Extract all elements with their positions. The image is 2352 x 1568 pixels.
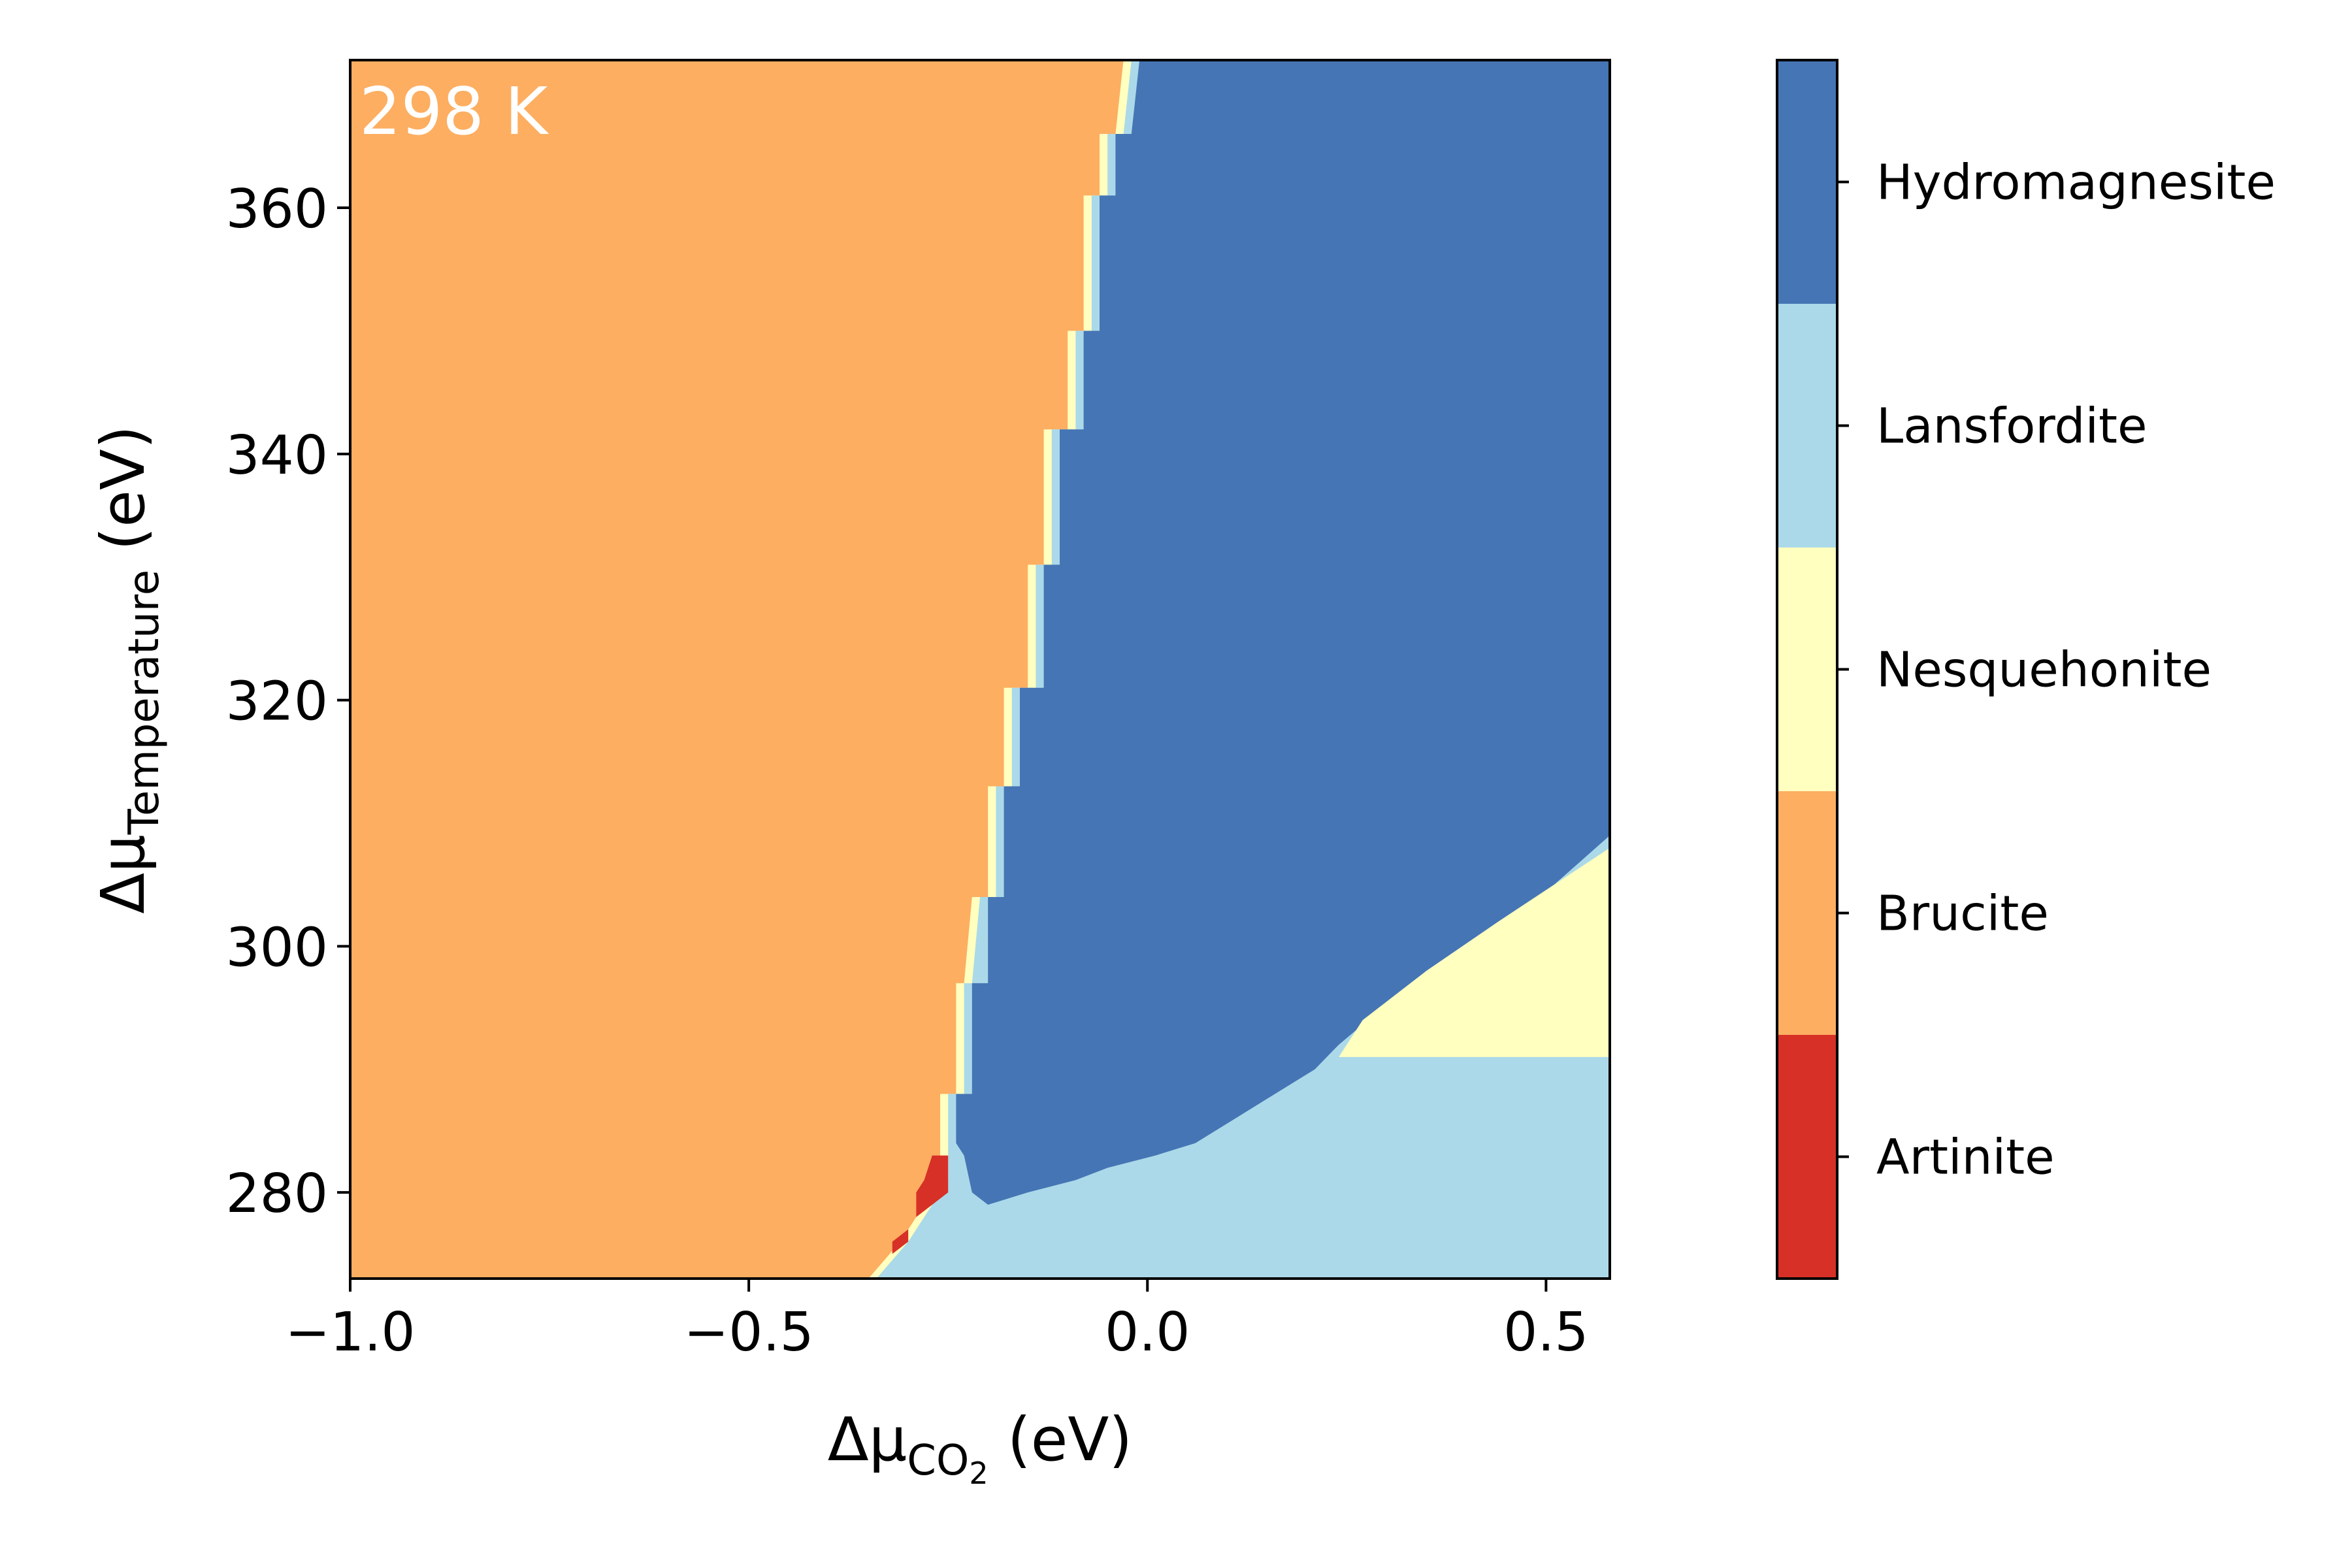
y-tick-label: 360 <box>225 178 328 240</box>
colorbar-swatch-artinite <box>1777 1035 1837 1279</box>
x-tick-label: −0.5 <box>684 1301 814 1364</box>
region-hydromagnesite-3 <box>956 60 1610 1205</box>
colorbar-frame <box>1776 59 1838 1280</box>
x-tick-label: 0.0 <box>1105 1301 1190 1364</box>
x-axis-label: ΔμCO2 (eV) <box>828 1405 1132 1491</box>
y-axis-ticks: 280 300 320 340 360 <box>225 178 350 1225</box>
colorbar-label-artinite: Artinite <box>1876 1130 2055 1186</box>
temperature-annotation: 298 K <box>359 73 549 150</box>
x-tick-label: 0.5 <box>1503 1301 1588 1364</box>
region-artinite-5 <box>916 1155 949 1217</box>
x-axis-ticks: −1.0 −0.5 0.0 0.5 <box>285 1279 1589 1364</box>
y-axis-label: ΔμTemperature (eV) <box>88 425 169 913</box>
colorbar-swatch-hydromagnesite <box>1777 60 1837 304</box>
colorbar-swatch-nesquehonite <box>1777 547 1837 791</box>
colorbar-swatch-brucite <box>1777 791 1837 1035</box>
region-nesquehonite-4 <box>1339 847 1610 1057</box>
colorbar: Artinite Brucite Nesquehonite Lansfordite Hy… <box>1776 59 2276 1280</box>
y-tick-label: 300 <box>225 917 328 979</box>
y-tick-label: 340 <box>225 425 328 487</box>
colorbar-swatch-lansfordite <box>1777 304 1837 547</box>
colorbar-label-hydromagnesite: Hydromagnesite <box>1876 155 2276 211</box>
colorbar-label-lansfordite: Lansfordite <box>1876 399 2148 455</box>
x-tick-label: −1.0 <box>285 1301 415 1364</box>
plot-frame <box>349 59 1611 1280</box>
colorbar-label-nesquehonite: Nesquehonite <box>1876 642 2212 698</box>
region-artinite-6 <box>892 1229 909 1254</box>
y-tick-label: 280 <box>225 1163 328 1225</box>
y-tick-label: 320 <box>225 671 328 733</box>
phase-regions <box>350 60 1610 1279</box>
colorbar-label-brucite: Brucite <box>1876 886 2049 942</box>
